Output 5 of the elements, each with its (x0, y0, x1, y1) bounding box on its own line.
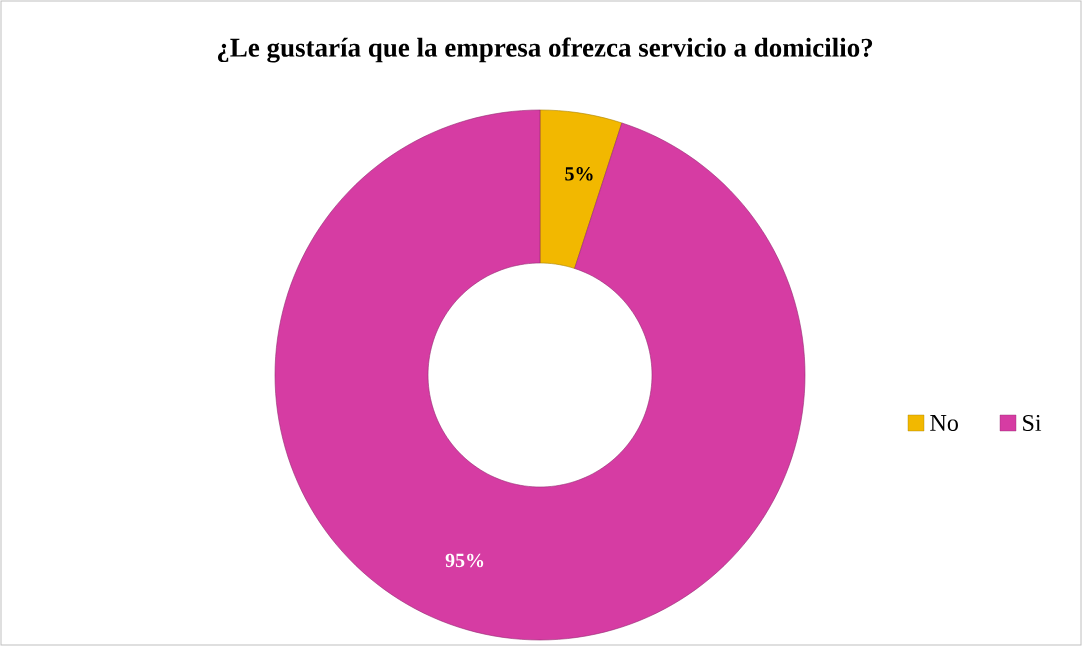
legend-label: No (930, 415, 958, 431)
data-label: 95% (445, 553, 484, 568)
chart-title: ¿Le gustaría que la empresa ofrezca servicio a domicilio? (217, 37, 873, 63)
data-label: 5% (565, 167, 593, 181)
legend-label: Si (1023, 414, 1042, 432)
